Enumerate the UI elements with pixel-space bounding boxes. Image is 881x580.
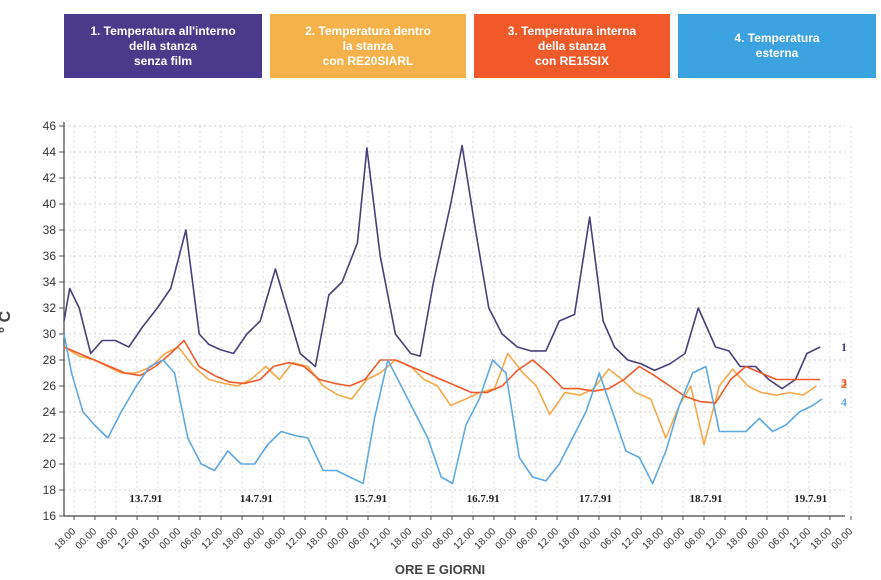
x-tick-label: 18.00 — [137, 526, 163, 552]
x-tick-label: 12.00 — [200, 526, 226, 552]
x-tick-label: 00.00 — [326, 526, 352, 552]
legend-item-text: della stanza — [537, 38, 607, 53]
x-tick-label: 00.00 — [242, 526, 268, 552]
y-tick-label: 24 — [43, 405, 57, 419]
x-tick-label: 00.00 — [494, 526, 520, 552]
chart-axes — [59, 122, 852, 520]
legend-item-text: con RE15SIX — [534, 53, 610, 68]
x-tick-label: 00.00 — [410, 526, 436, 552]
legend-item-1: 1. Temperatura all'interno della stanza se… — [64, 14, 262, 78]
y-tick-label: 30 — [43, 327, 57, 341]
legend-item-text: 4. Temperatura — [734, 31, 820, 45]
x-tick-label: 06.00 — [431, 526, 457, 552]
y-tick-label: 26 — [43, 379, 57, 393]
legend-item-text: della stanza — [128, 38, 198, 53]
y-tick-label: 42 — [43, 171, 57, 185]
chart-series — [63, 144, 823, 485]
x-tick-label: 00.00 — [746, 526, 772, 552]
x-tick-label: 06.00 — [263, 526, 289, 552]
y-tick-label: 46 — [43, 119, 57, 133]
y-axis-title: ° C — [0, 310, 14, 333]
legend-item-text: 1. Temperatura all'interno — [90, 23, 236, 38]
x-tick-label: 12.00 — [368, 526, 394, 552]
date-label: 16.7.91 — [467, 493, 500, 505]
x-tick-label: 00.00 — [830, 526, 856, 552]
x-tick-label: 18.00 — [725, 526, 751, 552]
y-tick-label: 32 — [43, 301, 57, 315]
date-label: 13.7.91 — [129, 493, 162, 505]
y-tick-label: 16 — [43, 509, 57, 523]
x-tick-label: 18.00 — [809, 526, 835, 552]
x-tick-label: 18.00 — [305, 526, 331, 552]
x-tick-label: 06.00 — [599, 526, 625, 552]
x-tick-label: 06.00 — [179, 526, 205, 552]
x-tick-label: 12.00 — [536, 526, 562, 552]
legend-item-text: 3. Temperatura interna — [507, 23, 637, 38]
x-tick-label: 12.00 — [704, 526, 730, 552]
series-line-3 — [63, 339, 821, 404]
y-tick-label: 38 — [43, 223, 57, 237]
legend-item-text: 2. Temperatura dentro — [305, 23, 431, 38]
x-tick-label: 12.00 — [452, 526, 478, 552]
x-tick-label: 00.00 — [578, 526, 604, 552]
legend-item-2: 2. Temperatura dentro la stanza con RE20SI… — [270, 14, 466, 78]
x-tick-label: 06.00 — [95, 526, 121, 552]
series-line-2 — [63, 346, 817, 446]
legend-item-text: senza film — [133, 53, 193, 68]
x-tick-label: 00.00 — [74, 526, 100, 552]
y-tick-label: 22 — [43, 431, 57, 445]
x-tick-label: 06.00 — [683, 526, 709, 552]
series-end-label: 2 — [841, 377, 847, 391]
x-axis-title: ORE E GIORNI — [395, 562, 485, 577]
series-end-label: 3 — [841, 376, 847, 390]
date-label: 17.7.91 — [579, 493, 612, 505]
x-tick-label: 06.00 — [347, 526, 373, 552]
x-tick-label: 00.00 — [158, 526, 184, 552]
date-label: 14.7.91 — [240, 493, 273, 505]
x-tick-label: 12.00 — [620, 526, 646, 552]
y-tick-label: 40 — [43, 197, 57, 211]
chart-grid — [64, 125, 852, 517]
chart-labels: 1618202224262830323436384042444618.0000.… — [43, 119, 856, 552]
legend-item-4: 4. Temperatura esterna — [678, 14, 876, 78]
legend-item-text: con RE20SIARL — [322, 53, 414, 68]
y-tick-label: 28 — [43, 353, 57, 367]
x-tick-label: 18.00 — [53, 526, 79, 552]
legend-item-text: esterna — [755, 46, 799, 60]
x-tick-label: 06.00 — [767, 526, 793, 552]
date-label: 19.7.91 — [794, 493, 827, 505]
x-tick-label: 12.00 — [116, 526, 142, 552]
x-tick-label: 18.00 — [221, 526, 247, 552]
x-tick-label: 00.00 — [662, 526, 688, 552]
y-tick-label: 18 — [43, 483, 57, 497]
series-end-label: 1 — [841, 340, 847, 354]
series-end-label: 4 — [841, 395, 847, 409]
x-tick-label: 18.00 — [473, 526, 499, 552]
legend-item-3: 3. Temperatura interna della stanza con RE… — [474, 14, 670, 78]
date-label: 18.7.91 — [689, 493, 722, 505]
series-line-1 — [63, 144, 821, 390]
x-tick-label: 18.00 — [557, 526, 583, 552]
x-tick-label: 06.00 — [515, 526, 541, 552]
y-tick-label: 34 — [43, 275, 57, 289]
date-label: 15.7.91 — [354, 493, 387, 505]
series-line-4 — [63, 333, 823, 485]
x-tick-label: 18.00 — [641, 526, 667, 552]
legend-item-text: la stanza — [342, 38, 394, 53]
y-tick-label: 44 — [43, 145, 57, 159]
y-tick-label: 20 — [43, 457, 57, 471]
x-tick-label: 12.00 — [284, 526, 310, 552]
y-tick-label: 36 — [43, 249, 57, 263]
x-tick-label: 12.00 — [788, 526, 814, 552]
x-tick-label: 18.00 — [389, 526, 415, 552]
